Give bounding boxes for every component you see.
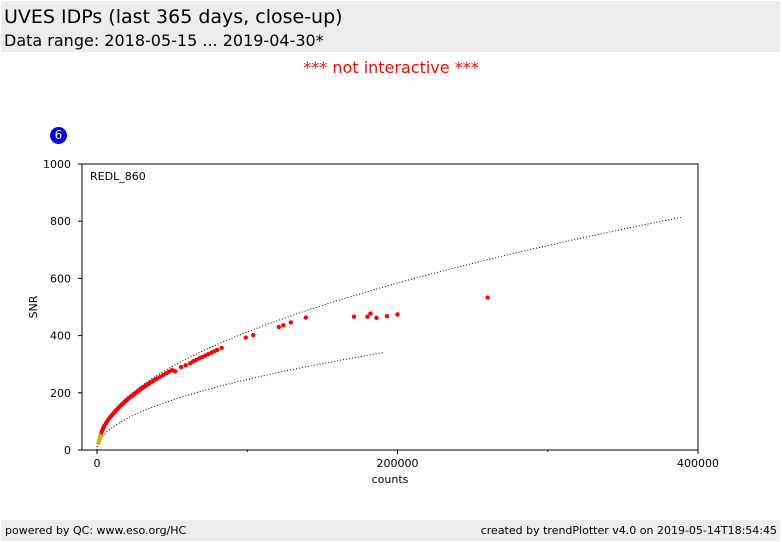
data-point	[351, 314, 357, 319]
y-tick-label: 0	[64, 444, 71, 457]
curve-lower	[96, 352, 383, 451]
data-points	[96, 295, 490, 446]
data-point	[243, 335, 248, 340]
data-point	[178, 364, 184, 370]
header-bar: UVES IDPs (last 365 days, close-up) Data…	[1, 1, 780, 52]
data-point	[219, 345, 224, 351]
footer-generator: created by trendPlotter v4.0 on 2019-05-…	[480, 524, 777, 537]
data-point	[251, 332, 256, 338]
data-point	[281, 323, 286, 328]
y-tick-label: 600	[50, 272, 71, 285]
x-tick-label: 200000	[377, 457, 419, 470]
footer-credit: powered by QC: www.eso.org/HC	[5, 524, 187, 537]
y-tick-label: 200	[50, 387, 71, 400]
data-range-subtitle: Data range: 2018-05-15 ... 2019-04-30*	[4, 31, 324, 50]
page-title: UVES IDPs (last 365 days, close-up)	[4, 6, 343, 28]
x-axis-label: counts	[372, 473, 409, 486]
curve-upper	[96, 216, 684, 451]
data-point	[172, 369, 178, 374]
axes: 0 200000 400000 0 200 400 600 800 1000	[43, 158, 719, 470]
data-point	[395, 312, 400, 317]
data-point	[288, 320, 294, 325]
data-point	[384, 313, 390, 319]
data-point	[183, 363, 188, 368]
reference-curves	[96, 216, 684, 451]
data-point	[215, 347, 220, 353]
data-point	[303, 315, 309, 320]
footer-bar: powered by QC: www.eso.org/HC created by…	[1, 520, 780, 541]
plot-number-badge: 6	[50, 127, 67, 144]
chart-annotation: REDL_860	[90, 170, 146, 183]
x-tick-label: 400000	[677, 457, 719, 470]
y-axis-label: SNR	[27, 295, 40, 318]
not-interactive-notice: *** not interactive ***	[303, 58, 479, 77]
data-point	[365, 314, 370, 319]
y-tick-label: 800	[50, 215, 71, 228]
data-point	[374, 315, 379, 321]
y-tick-label: 400	[50, 330, 71, 343]
x-tick-label: 0	[94, 457, 101, 470]
y-tick-label: 1000	[43, 158, 71, 171]
data-point	[276, 324, 282, 330]
data-point	[368, 311, 373, 316]
data-point	[485, 295, 490, 300]
plot-frame	[81, 163, 699, 451]
